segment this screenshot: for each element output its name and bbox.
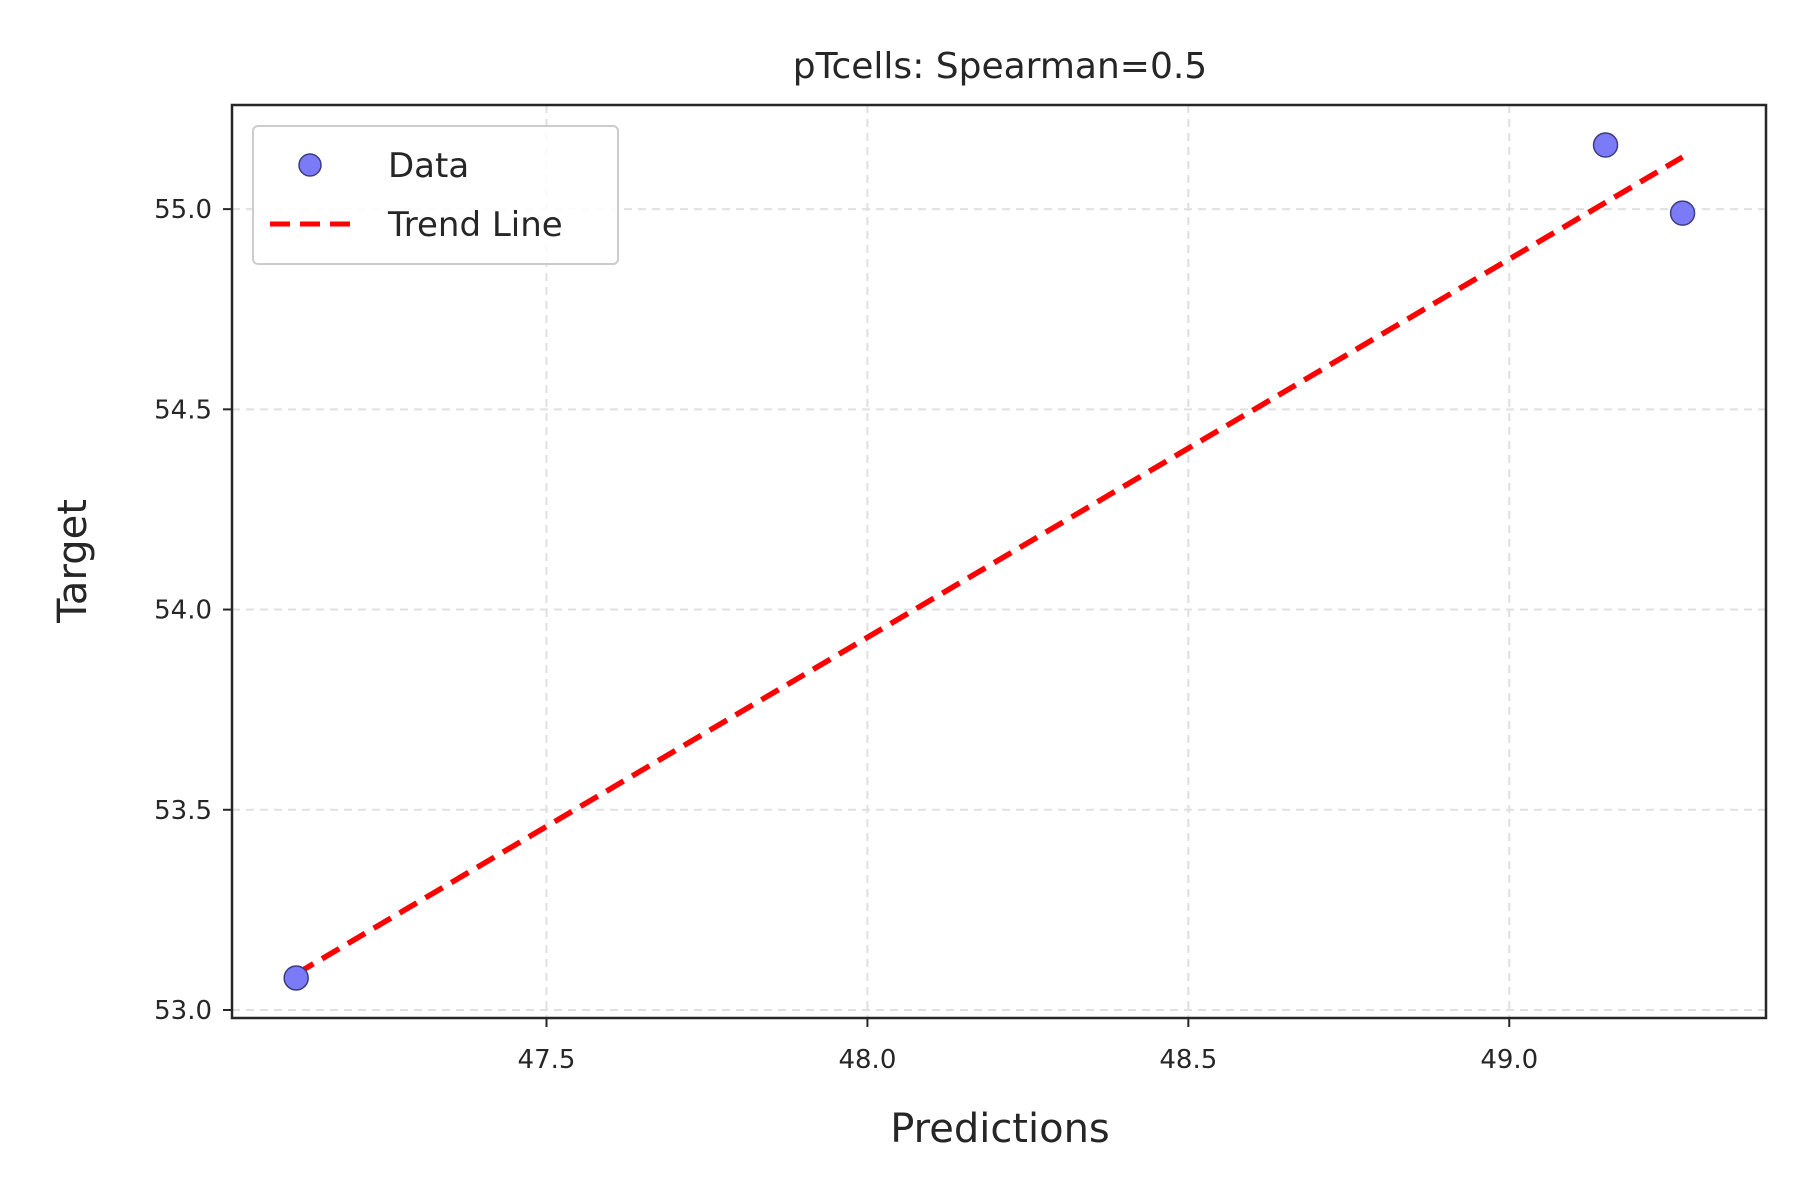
x-tick-label: 48.5 xyxy=(1159,1045,1217,1075)
grid-lines xyxy=(232,105,1766,1018)
legend-box xyxy=(252,125,619,265)
data-point xyxy=(283,965,309,991)
y-tick-label: 55.0 xyxy=(154,195,212,225)
y-tick-label: 54.5 xyxy=(154,395,212,425)
x-tick-label: 48.0 xyxy=(838,1045,896,1075)
y-axis-label: Target xyxy=(50,499,96,624)
chart-title: pTcells: Spearman=0.5 xyxy=(793,46,1207,87)
data-point xyxy=(1669,200,1696,226)
x-axis-ticks: 47.5 48.0 48.5 49.0 xyxy=(518,1018,1538,1075)
x-axis-label: Predictions xyxy=(890,1106,1110,1152)
data-points xyxy=(283,132,1696,991)
legend-data-label: Data xyxy=(388,146,469,186)
data-point xyxy=(1592,132,1619,158)
y-tick-label: 54.0 xyxy=(154,596,212,626)
plot-frame xyxy=(230,103,1768,1020)
x-tick-label: 49.0 xyxy=(1480,1045,1538,1075)
legend-data-marker xyxy=(298,153,322,177)
x-tick-label: 47.5 xyxy=(518,1045,576,1075)
legend-trend-label: Trend Line xyxy=(387,205,563,245)
y-tick-label: 53.0 xyxy=(154,996,212,1026)
y-axis-ticks: 53.0 53.5 54.0 54.5 55.0 xyxy=(154,195,232,1026)
legend: Data Trend Line xyxy=(252,125,619,265)
y-tick-label: 53.5 xyxy=(154,796,212,826)
